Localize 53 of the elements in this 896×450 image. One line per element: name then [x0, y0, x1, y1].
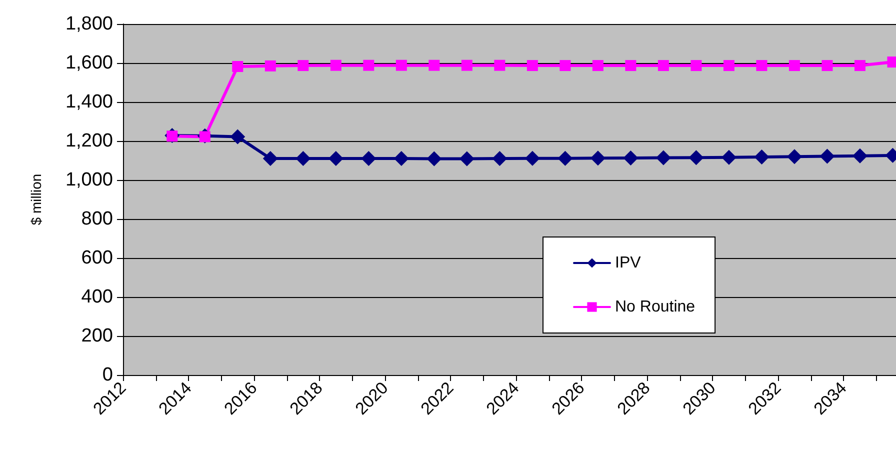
point	[658, 60, 669, 72]
point	[754, 149, 770, 164]
point	[363, 60, 374, 71]
y-tick-label: 1,200	[65, 130, 113, 152]
point	[262, 151, 278, 166]
point	[592, 60, 604, 72]
y-tick-label: 1,800	[65, 14, 113, 34]
point	[623, 150, 638, 166]
point	[361, 151, 376, 166]
point	[590, 150, 606, 166]
y-tick-label: 800	[81, 208, 113, 230]
point	[721, 150, 736, 165]
point	[428, 60, 440, 71]
legend-label: No Routine	[615, 298, 696, 316]
point	[625, 60, 636, 72]
y-tick-label: 1,400	[65, 92, 113, 112]
point	[688, 150, 704, 166]
point	[426, 151, 442, 166]
y-tick-label: 1,600	[65, 52, 113, 74]
point	[723, 60, 734, 72]
point	[328, 151, 344, 166]
point	[690, 60, 702, 72]
point	[820, 148, 835, 164]
y-axis-title: $ million	[28, 174, 44, 226]
point	[756, 60, 768, 72]
point	[461, 60, 472, 71]
point	[526, 60, 538, 72]
point	[524, 150, 540, 166]
point	[852, 148, 868, 164]
point	[560, 60, 571, 72]
y-tick-label: 0	[102, 364, 113, 386]
point	[264, 60, 276, 72]
point	[230, 129, 246, 144]
point	[656, 150, 671, 166]
point	[396, 60, 407, 71]
point	[822, 60, 833, 72]
point	[788, 60, 800, 72]
point	[459, 151, 474, 166]
point	[298, 60, 309, 72]
point	[492, 151, 508, 166]
point	[494, 60, 506, 71]
point	[558, 150, 573, 166]
legend-label: IPV	[615, 254, 642, 272]
point	[786, 149, 802, 164]
y-tick-label: 400	[81, 286, 113, 308]
y-tick-label: 200	[81, 326, 113, 346]
y-tick-label: 600	[81, 248, 113, 268]
point	[296, 151, 311, 166]
point	[330, 60, 342, 71]
y-tick-label: 1,000	[65, 170, 113, 190]
point	[854, 60, 866, 72]
point	[394, 151, 409, 166]
point	[232, 61, 244, 72]
